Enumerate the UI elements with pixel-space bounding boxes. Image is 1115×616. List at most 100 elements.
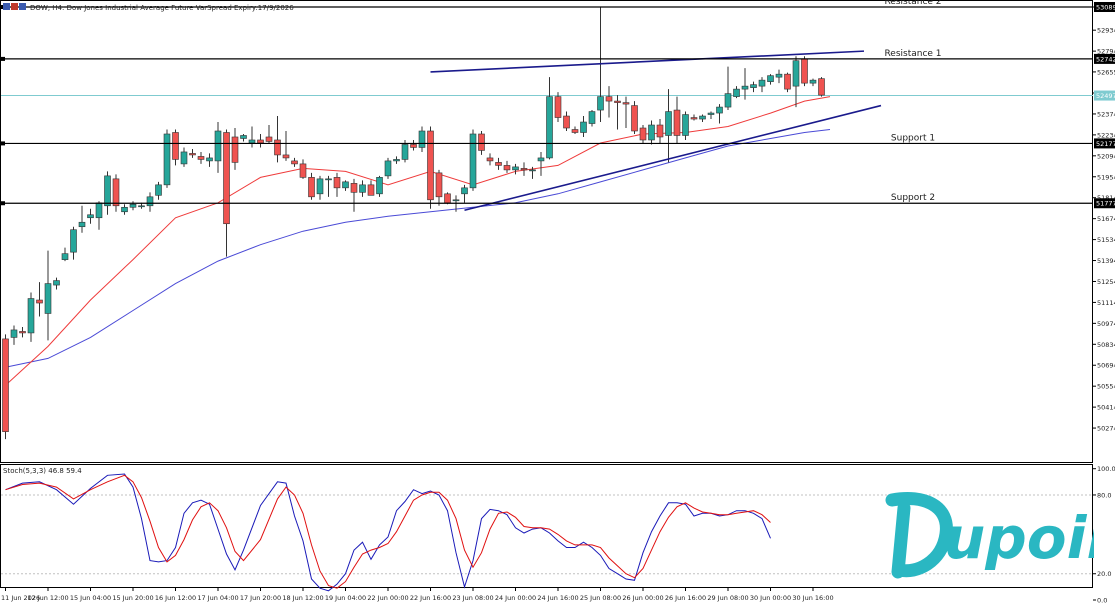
candle-body	[529, 169, 536, 172]
candle	[325, 175, 332, 197]
candle-body	[410, 144, 417, 148]
resistance-1-tag: 52742	[1096, 55, 1115, 63]
time-tick-label: 26 Jun 16:00	[665, 594, 706, 602]
chart-frame	[0, 0, 1093, 588]
trendline-1[interactable]	[430, 50, 865, 73]
candle	[520, 162, 528, 176]
candle-body	[325, 178, 332, 181]
dupoin-logo: upoin	[885, 492, 1094, 579]
candle-body	[36, 299, 43, 304]
candle	[393, 156, 400, 164]
support-1-tag: 52177	[1096, 140, 1115, 148]
candle-body	[163, 133, 171, 186]
candle-body	[614, 100, 621, 103]
resistance-1-label: Resistance 1	[884, 49, 941, 59]
candle-body	[775, 73, 783, 78]
candle-body	[104, 175, 111, 207]
candle-body	[78, 221, 86, 228]
candle-body	[741, 85, 749, 90]
support-2-anchor	[1, 201, 5, 206]
ma-slow-line	[5, 129, 831, 368]
candle-body	[520, 168, 528, 171]
candle	[87, 208, 94, 224]
candle	[189, 148, 196, 158]
candle	[427, 126, 434, 209]
candle	[163, 129, 171, 188]
candle	[282, 130, 290, 161]
candle	[223, 129, 230, 257]
candle-body	[172, 132, 179, 160]
candle	[512, 163, 519, 175]
price-tick-label: 52234	[1097, 131, 1115, 139]
ma-slow-group	[5, 129, 831, 368]
candle-body	[291, 160, 298, 165]
candle	[818, 77, 825, 97]
candle-body	[333, 177, 341, 189]
time-tick-label: 26 Jun 00:00	[622, 594, 663, 602]
candle	[673, 96, 681, 143]
candle-body	[784, 73, 791, 90]
candle	[588, 110, 596, 127]
svg-text:upoin: upoin	[944, 504, 1094, 572]
candle	[809, 78, 817, 87]
candle-body	[818, 78, 825, 96]
candle	[622, 96, 630, 129]
price-tick-label: 50274	[1097, 425, 1115, 433]
candles-group	[2, 7, 825, 440]
candle	[792, 56, 800, 108]
time-tick-label: 17 Jun 04:00	[197, 594, 238, 602]
candle-body	[121, 206, 128, 213]
candle	[529, 166, 536, 179]
candle	[350, 178, 358, 212]
candle	[333, 172, 341, 197]
candle	[291, 157, 298, 167]
candle	[682, 111, 689, 140]
price-tick-label: 50834	[1097, 341, 1115, 349]
candle	[699, 114, 706, 123]
time-tick-label: 15 Jun 04:00	[70, 594, 111, 602]
candle	[580, 116, 587, 137]
candle-body	[401, 144, 409, 160]
candle-body	[240, 135, 247, 139]
trendline-2[interactable]	[464, 104, 882, 212]
candle	[214, 122, 222, 173]
candle	[308, 172, 315, 200]
candle	[155, 181, 162, 200]
levels-group: Resistance 2 Resistance 1 Support 1 Support…	[1, 0, 1093, 206]
candle	[299, 159, 307, 179]
candle	[2, 334, 9, 440]
candle-body	[452, 199, 460, 202]
candle-body	[10, 329, 18, 338]
candle-body	[792, 60, 800, 87]
candle-body	[44, 283, 52, 314]
stoch-label: Stoch(5,3,3) 46.8 59.4	[3, 467, 82, 475]
candle	[418, 126, 426, 152]
candle	[36, 282, 43, 317]
candle-body	[750, 84, 757, 88]
support-2-tag-box	[1094, 198, 1115, 209]
candle	[435, 169, 443, 206]
candle-body	[350, 183, 358, 193]
candle	[775, 69, 783, 84]
candle-body	[580, 121, 587, 133]
candle-body	[70, 229, 77, 253]
candle-body	[274, 139, 281, 156]
candle-body	[2, 338, 9, 432]
candle	[112, 174, 120, 212]
resistance-2-label: Resistance 2	[884, 0, 941, 7]
time-tick-label: 29 Jun 08:00	[707, 594, 748, 602]
candle	[342, 180, 349, 191]
time-tick-label: 11 Jun 2026	[1, 594, 40, 602]
candle	[801, 56, 808, 87]
candle-body	[27, 298, 35, 334]
candle-body	[486, 157, 494, 162]
candle-body	[563, 115, 570, 129]
candle	[27, 292, 35, 342]
time-tick-label: 16 Jun 12:00	[155, 594, 196, 602]
bid-price-tag: 52497	[1096, 92, 1115, 100]
support-1-label: Support 1	[891, 133, 935, 143]
support-1-tag-box	[1094, 138, 1115, 149]
